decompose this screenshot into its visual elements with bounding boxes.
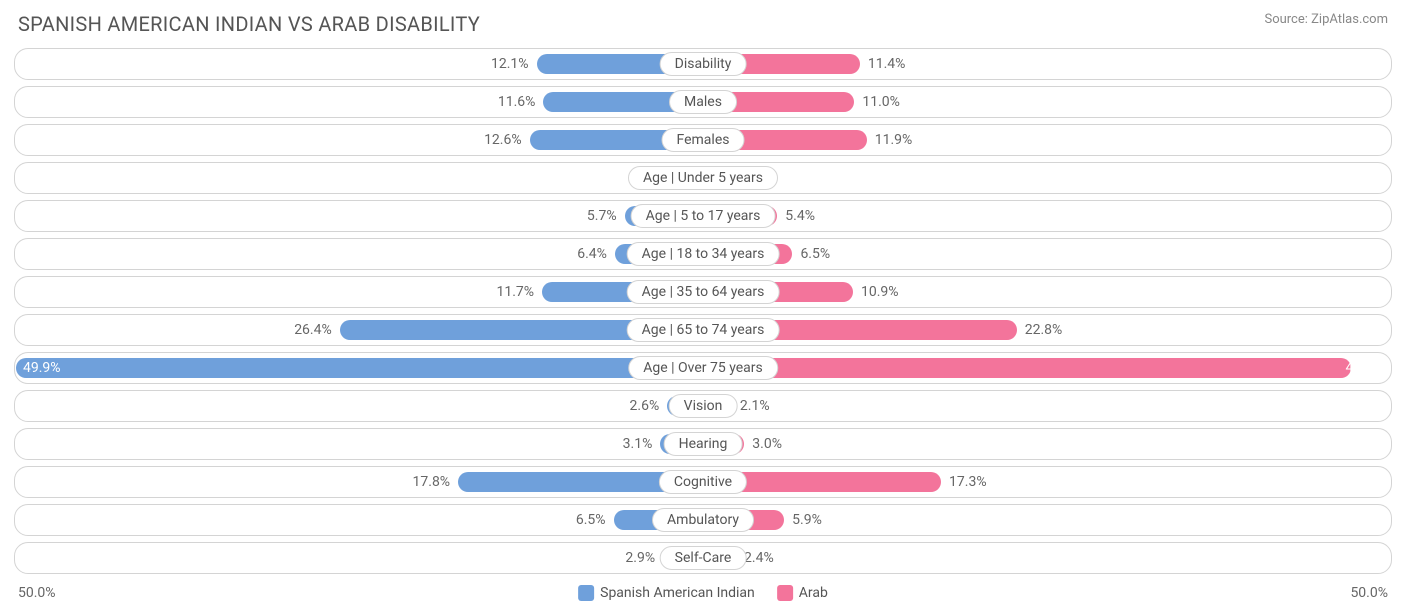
category-label: Age | 18 to 34 years xyxy=(627,242,780,266)
category-label: Age | Over 75 years xyxy=(628,356,778,380)
value-left: 12.6% xyxy=(484,132,522,148)
chart-row: 12.1% 11.4% Disability xyxy=(14,48,1392,80)
chart-row: 3.1% 3.0% Hearing xyxy=(14,428,1392,460)
value-left: 17.8% xyxy=(413,474,451,490)
category-label: Ambulatory xyxy=(652,508,754,532)
value-right: 2.4% xyxy=(744,550,774,566)
chart-row: 17.8% 17.3% Cognitive xyxy=(14,466,1392,498)
value-right: 10.9% xyxy=(861,284,899,300)
chart-row: 12.6% 11.9% Females xyxy=(14,124,1392,156)
category-label: Age | Under 5 years xyxy=(628,166,778,190)
chart-source: Source: ZipAtlas.com xyxy=(1264,12,1388,27)
chart-row: 26.4% 22.8% Age | 65 to 74 years xyxy=(14,314,1392,346)
value-right: 6.5% xyxy=(800,246,830,262)
value-right: 17.3% xyxy=(949,474,987,490)
category-label: Males xyxy=(669,90,737,114)
value-left: 11.6% xyxy=(498,94,536,110)
legend-swatch-right xyxy=(777,585,793,601)
category-label: Vision xyxy=(669,394,738,418)
value-right: 11.0% xyxy=(862,94,900,110)
chart-row: 6.4% 6.5% Age | 18 to 34 years xyxy=(14,238,1392,270)
legend-swatch-left xyxy=(578,585,594,601)
chart-row: 49.9% 47.1% Age | Over 75 years xyxy=(14,352,1392,384)
value-right: 3.0% xyxy=(752,436,782,452)
value-left: 3.1% xyxy=(623,436,653,452)
value-right: 2.1% xyxy=(740,398,770,414)
legend-label-right: Arab xyxy=(799,585,828,601)
category-label: Disability xyxy=(660,52,747,76)
bar-right xyxy=(703,358,1351,378)
axis-left-max: 50.0% xyxy=(18,585,56,601)
legend-item-left: Spanish American Indian xyxy=(578,585,755,601)
value-right: 47.1% xyxy=(1345,360,1383,376)
chart-area: 12.1% 11.4% Disability 11.6% 11.0% Males 12.6%… xyxy=(0,44,1406,574)
value-left: 26.4% xyxy=(294,322,332,338)
bar-left xyxy=(16,358,703,378)
legend: Spanish American Indian Arab xyxy=(578,585,828,601)
chart-row: 11.7% 10.9% Age | 35 to 64 years xyxy=(14,276,1392,308)
value-left: 12.1% xyxy=(491,56,529,72)
legend-item-right: Arab xyxy=(777,585,828,601)
category-label: Age | 5 to 17 years xyxy=(631,204,776,228)
chart-footer: 50.0% Spanish American Indian Arab 50.0% xyxy=(0,580,1406,604)
chart-row: 2.6% 2.1%Vision xyxy=(14,390,1392,422)
value-right: 22.8% xyxy=(1025,322,1063,338)
chart-row: 6.5% 5.9% Ambulatory xyxy=(14,504,1392,536)
chart-row: 5.7% 5.4% Age | 5 to 17 years xyxy=(14,200,1392,232)
category-label: Age | 65 to 74 years xyxy=(627,318,780,342)
chart-row: 11.6% 11.0% Males xyxy=(14,86,1392,118)
legend-label-left: Spanish American Indian xyxy=(600,585,755,601)
value-right: 5.4% xyxy=(785,208,815,224)
category-label: Cognitive xyxy=(659,470,747,494)
value-right: 11.4% xyxy=(868,56,906,72)
value-right: 11.9% xyxy=(875,132,913,148)
value-left: 2.9% xyxy=(625,550,655,566)
chart-row: 1.3%1.2%Age | Under 5 years xyxy=(14,162,1392,194)
category-label: Hearing xyxy=(664,432,743,456)
value-left: 2.6% xyxy=(630,398,660,414)
axis-right-max: 50.0% xyxy=(1350,585,1388,601)
chart-title: SPANISH AMERICAN INDIAN VS ARAB DISABILI… xyxy=(18,12,480,36)
value-left: 49.9% xyxy=(23,360,61,376)
chart-row: 2.9% 2.4%Self-Care xyxy=(14,542,1392,574)
category-label: Self-Care xyxy=(660,546,747,570)
value-left: 5.7% xyxy=(587,208,617,224)
category-label: Females xyxy=(662,128,745,152)
chart-header: SPANISH AMERICAN INDIAN VS ARAB DISABILI… xyxy=(0,0,1406,44)
value-left: 6.5% xyxy=(576,512,606,528)
value-right: 5.9% xyxy=(792,512,822,528)
value-left: 6.4% xyxy=(577,246,607,262)
value-left: 11.7% xyxy=(496,284,534,300)
category-label: Age | 35 to 64 years xyxy=(627,280,780,304)
